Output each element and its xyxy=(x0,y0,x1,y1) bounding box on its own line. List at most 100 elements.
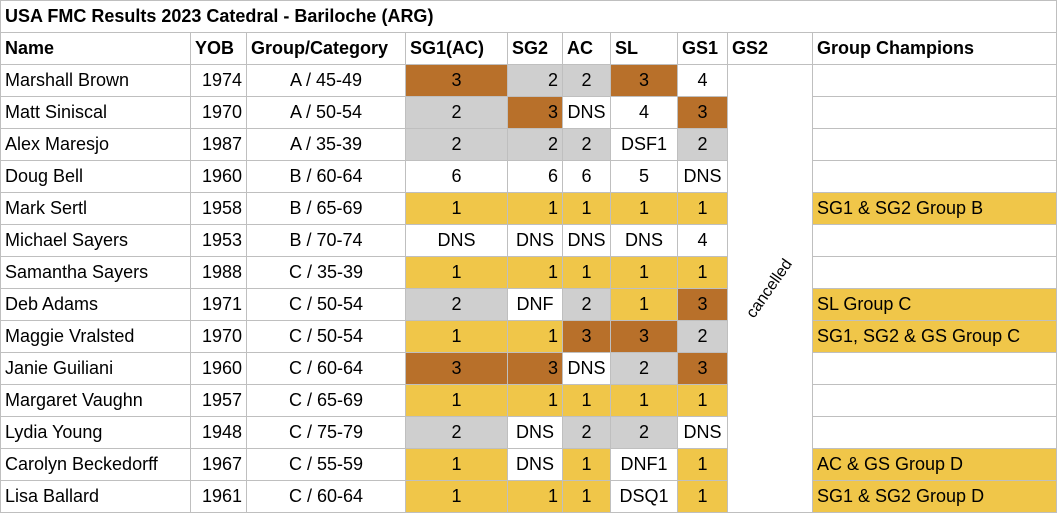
cell-gs1[interactable]: 1 xyxy=(677,448,728,481)
header-ac[interactable]: AC xyxy=(562,32,611,65)
cell-group-category[interactable]: B / 70-74 xyxy=(246,224,406,257)
header-gs2[interactable]: GS2 xyxy=(727,32,813,65)
cell-gs1[interactable]: 1 xyxy=(677,192,728,225)
cell-sl[interactable]: 1 xyxy=(610,256,678,289)
cell-sg2[interactable]: 1 xyxy=(507,384,563,417)
cell-name[interactable]: Samantha Sayers xyxy=(0,256,191,289)
cell-group-category[interactable]: C / 65-69 xyxy=(246,384,406,417)
cell-gs1[interactable]: 2 xyxy=(677,128,728,161)
cell-sl[interactable]: 1 xyxy=(610,384,678,417)
cell-sg2[interactable]: DNS xyxy=(507,224,563,257)
cell-sg1[interactable]: 2 xyxy=(405,128,508,161)
header-sl[interactable]: SL xyxy=(610,32,678,65)
cell-group-champion[interactable] xyxy=(811,256,1058,289)
cell-name[interactable]: Alex Maresjo xyxy=(0,128,191,161)
cell-gs1[interactable]: 1 xyxy=(677,384,728,417)
header-sg2[interactable]: SG2 xyxy=(507,32,563,65)
cell-sg1[interactable]: DNS xyxy=(405,224,508,257)
cell-name[interactable]: Marshall Brown xyxy=(0,64,191,97)
cell-sl[interactable]: DNF1 xyxy=(610,448,678,481)
cell-ac[interactable]: 2 xyxy=(562,128,611,161)
cell-group-category[interactable]: C / 60-64 xyxy=(246,352,406,385)
cell-sl[interactable]: DSF1 xyxy=(610,128,678,161)
cell-sg2[interactable]: 1 xyxy=(507,320,563,353)
cell-sg1[interactable]: 6 xyxy=(405,160,508,193)
cell-gs1[interactable]: 4 xyxy=(677,224,728,257)
cell-sl[interactable]: 2 xyxy=(610,352,678,385)
header-name[interactable]: Name xyxy=(0,32,191,65)
cell-name[interactable]: Margaret Vaughn xyxy=(0,384,191,417)
cell-sg1[interactable]: 1 xyxy=(405,448,508,481)
header-group-champions[interactable]: Group Champions xyxy=(811,32,1058,65)
cell-sl[interactable]: 1 xyxy=(610,192,678,225)
cell-sg1[interactable]: 2 xyxy=(405,96,508,129)
cell-group-category[interactable]: C / 50-54 xyxy=(246,288,406,321)
cell-group-category[interactable]: C / 50-54 xyxy=(246,320,406,353)
cell-sg1[interactable]: 2 xyxy=(405,288,508,321)
cell-sg1[interactable]: 1 xyxy=(405,320,508,353)
cell-sg2[interactable]: 2 xyxy=(507,64,563,97)
cell-sl[interactable]: 3 xyxy=(610,64,678,97)
cell-yob[interactable]: 1958 xyxy=(190,192,247,225)
cell-name[interactable]: Carolyn Beckedorff xyxy=(0,448,191,481)
cell-sg2[interactable]: 2 xyxy=(507,128,563,161)
cell-sg1[interactable]: 1 xyxy=(405,480,508,513)
cell-sl[interactable]: DSQ1 xyxy=(610,480,678,513)
cell-sg2[interactable]: 1 xyxy=(507,256,563,289)
cell-yob[interactable]: 1957 xyxy=(190,384,247,417)
cell-gs1[interactable]: 3 xyxy=(677,96,728,129)
cell-gs1[interactable]: 1 xyxy=(677,480,728,513)
cell-sg1[interactable]: 3 xyxy=(405,64,508,97)
cell-yob[interactable]: 1948 xyxy=(190,416,247,449)
cell-group-champion[interactable]: SG1, SG2 & GS Group C xyxy=(811,320,1058,353)
cell-name[interactable]: Lydia Young xyxy=(0,416,191,449)
cell-name[interactable]: Matt Siniscal xyxy=(0,96,191,129)
cell-sg2[interactable]: 3 xyxy=(507,352,563,385)
cell-gs1[interactable]: 3 xyxy=(677,352,728,385)
cell-group-champion[interactable]: SG1 & SG2 Group D xyxy=(811,480,1058,513)
cell-yob[interactable]: 1960 xyxy=(190,160,247,193)
cell-group-category[interactable]: B / 65-69 xyxy=(246,192,406,225)
cell-sl[interactable]: DNS xyxy=(610,224,678,257)
cell-yob[interactable]: 1953 xyxy=(190,224,247,257)
cell-yob[interactable]: 1974 xyxy=(190,64,247,97)
cell-gs1[interactable]: DNS xyxy=(677,416,728,449)
cell-sg2[interactable]: 6 xyxy=(507,160,563,193)
cell-group-category[interactable]: C / 75-79 xyxy=(246,416,406,449)
cell-sg2[interactable]: 3 xyxy=(507,96,563,129)
cell-yob[interactable]: 1987 xyxy=(190,128,247,161)
cell-name[interactable]: Michael Sayers xyxy=(0,224,191,257)
cell-ac[interactable]: 1 xyxy=(562,480,611,513)
sheet-title[interactable]: USA FMC Results 2023 Catedral - Bariloch… xyxy=(0,0,1058,33)
cell-ac[interactable]: 2 xyxy=(562,64,611,97)
cell-ac[interactable]: 6 xyxy=(562,160,611,193)
cell-ac[interactable]: 1 xyxy=(562,448,611,481)
cell-group-champion[interactable] xyxy=(811,352,1058,385)
cell-group-champion[interactable] xyxy=(811,64,1058,97)
header-yob[interactable]: YOB xyxy=(190,32,247,65)
cell-gs1[interactable]: 1 xyxy=(677,256,728,289)
cell-name[interactable]: Lisa Ballard xyxy=(0,480,191,513)
cell-group-category[interactable]: C / 55-59 xyxy=(246,448,406,481)
cell-gs1[interactable]: 4 xyxy=(677,64,728,97)
cell-sl[interactable]: 4 xyxy=(610,96,678,129)
cell-name[interactable]: Janie Guiliani xyxy=(0,352,191,385)
cell-yob[interactable]: 1961 xyxy=(190,480,247,513)
cell-ac[interactable]: 3 xyxy=(562,320,611,353)
cell-group-champion[interactable] xyxy=(811,128,1058,161)
cell-group-category[interactable]: A / 50-54 xyxy=(246,96,406,129)
cell-ac[interactable]: 1 xyxy=(562,192,611,225)
cell-ac[interactable]: 2 xyxy=(562,288,611,321)
cell-sg2[interactable]: DNS xyxy=(507,448,563,481)
cell-sl[interactable]: 5 xyxy=(610,160,678,193)
cell-yob[interactable]: 1970 xyxy=(190,320,247,353)
cell-yob[interactable]: 1967 xyxy=(190,448,247,481)
cell-yob[interactable]: 1988 xyxy=(190,256,247,289)
cell-yob[interactable]: 1970 xyxy=(190,96,247,129)
cell-group-category[interactable]: B / 60-64 xyxy=(246,160,406,193)
cell-sg1[interactable]: 3 xyxy=(405,352,508,385)
cell-gs1[interactable]: 3 xyxy=(677,288,728,321)
cell-ac[interactable]: DNS xyxy=(562,352,611,385)
cell-group-champion[interactable]: SL Group C xyxy=(811,288,1058,321)
cell-name[interactable]: Mark Sertl xyxy=(0,192,191,225)
